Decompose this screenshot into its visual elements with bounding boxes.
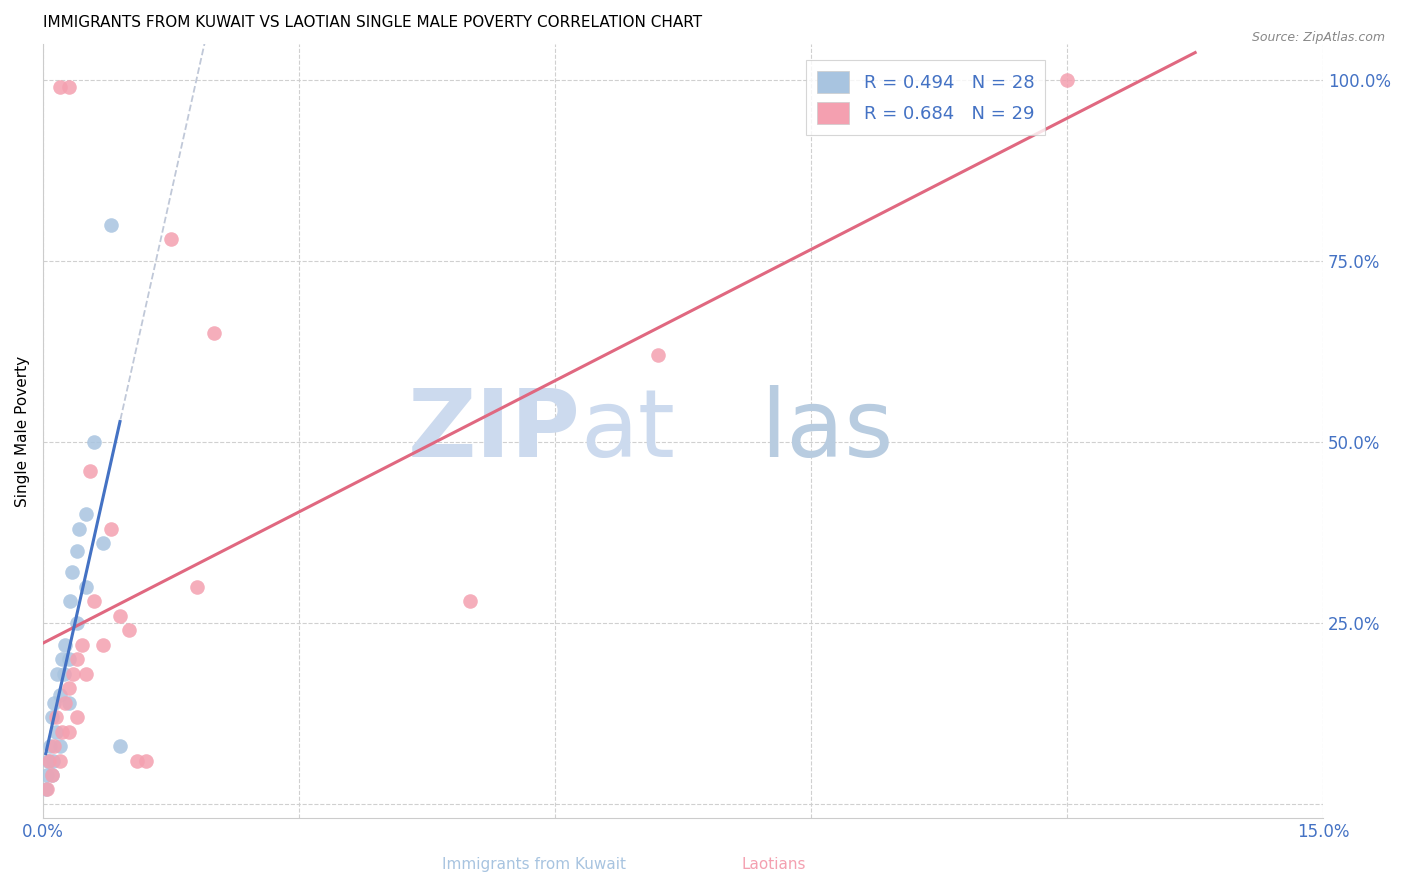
Point bbox=[66, 615, 89, 630]
Point bbox=[62, 666, 84, 681]
Point bbox=[1056, 73, 1078, 87]
Point bbox=[41, 768, 63, 782]
Point bbox=[41, 768, 63, 782]
Point bbox=[58, 696, 80, 710]
Point bbox=[49, 754, 72, 768]
Point bbox=[186, 580, 208, 594]
Y-axis label: Single Male Poverty: Single Male Poverty bbox=[15, 356, 30, 507]
Point bbox=[91, 638, 114, 652]
Point bbox=[125, 754, 148, 768]
Point bbox=[108, 608, 131, 623]
Point bbox=[79, 464, 101, 478]
Point bbox=[49, 689, 72, 703]
Point bbox=[647, 348, 669, 362]
Point bbox=[91, 536, 114, 550]
Point bbox=[66, 543, 89, 558]
Point bbox=[58, 724, 80, 739]
Point bbox=[45, 710, 67, 724]
Point bbox=[117, 623, 139, 637]
Point bbox=[58, 80, 80, 95]
Point bbox=[39, 739, 62, 753]
Point bbox=[100, 218, 122, 232]
Point bbox=[67, 522, 90, 536]
Point bbox=[55, 638, 77, 652]
Point bbox=[58, 681, 80, 695]
Text: at: at bbox=[581, 385, 676, 477]
Point bbox=[83, 434, 105, 449]
Point bbox=[60, 566, 83, 580]
Point bbox=[66, 710, 89, 724]
Point bbox=[58, 652, 80, 666]
Point bbox=[35, 782, 58, 797]
Point bbox=[108, 739, 131, 753]
Point bbox=[160, 232, 183, 246]
Point bbox=[135, 754, 157, 768]
Point bbox=[83, 594, 105, 608]
Point bbox=[51, 652, 73, 666]
Point bbox=[52, 666, 75, 681]
Point bbox=[42, 754, 65, 768]
Point bbox=[45, 666, 67, 681]
Point bbox=[75, 580, 97, 594]
Point bbox=[202, 326, 225, 341]
Point bbox=[35, 782, 58, 797]
Point bbox=[70, 638, 93, 652]
Point bbox=[100, 522, 122, 536]
Text: ZIP: ZIP bbox=[408, 385, 581, 477]
Point bbox=[41, 710, 63, 724]
Point bbox=[37, 768, 59, 782]
Point bbox=[49, 739, 72, 753]
Point bbox=[66, 652, 89, 666]
Text: IMMIGRANTS FROM KUWAIT VS LAOTIAN SINGLE MALE POVERTY CORRELATION CHART: IMMIGRANTS FROM KUWAIT VS LAOTIAN SINGLE… bbox=[44, 15, 703, 30]
Point bbox=[75, 508, 97, 522]
Point bbox=[44, 739, 66, 753]
Point bbox=[37, 754, 59, 768]
Legend: R = 0.494   N = 28, R = 0.684   N = 29: R = 0.494 N = 28, R = 0.684 N = 29 bbox=[806, 61, 1045, 136]
Point bbox=[75, 666, 97, 681]
Point bbox=[51, 724, 73, 739]
Text: Immigrants from Kuwait: Immigrants from Kuwait bbox=[443, 857, 626, 872]
Point bbox=[59, 594, 82, 608]
Point bbox=[45, 724, 67, 739]
Point bbox=[458, 594, 481, 608]
Text: Source: ZipAtlas.com: Source: ZipAtlas.com bbox=[1251, 31, 1385, 45]
Point bbox=[38, 754, 60, 768]
Text: las: las bbox=[761, 385, 893, 477]
Point bbox=[53, 696, 76, 710]
Point bbox=[49, 80, 72, 95]
Text: Laotians: Laotians bbox=[741, 857, 806, 872]
Point bbox=[44, 696, 66, 710]
